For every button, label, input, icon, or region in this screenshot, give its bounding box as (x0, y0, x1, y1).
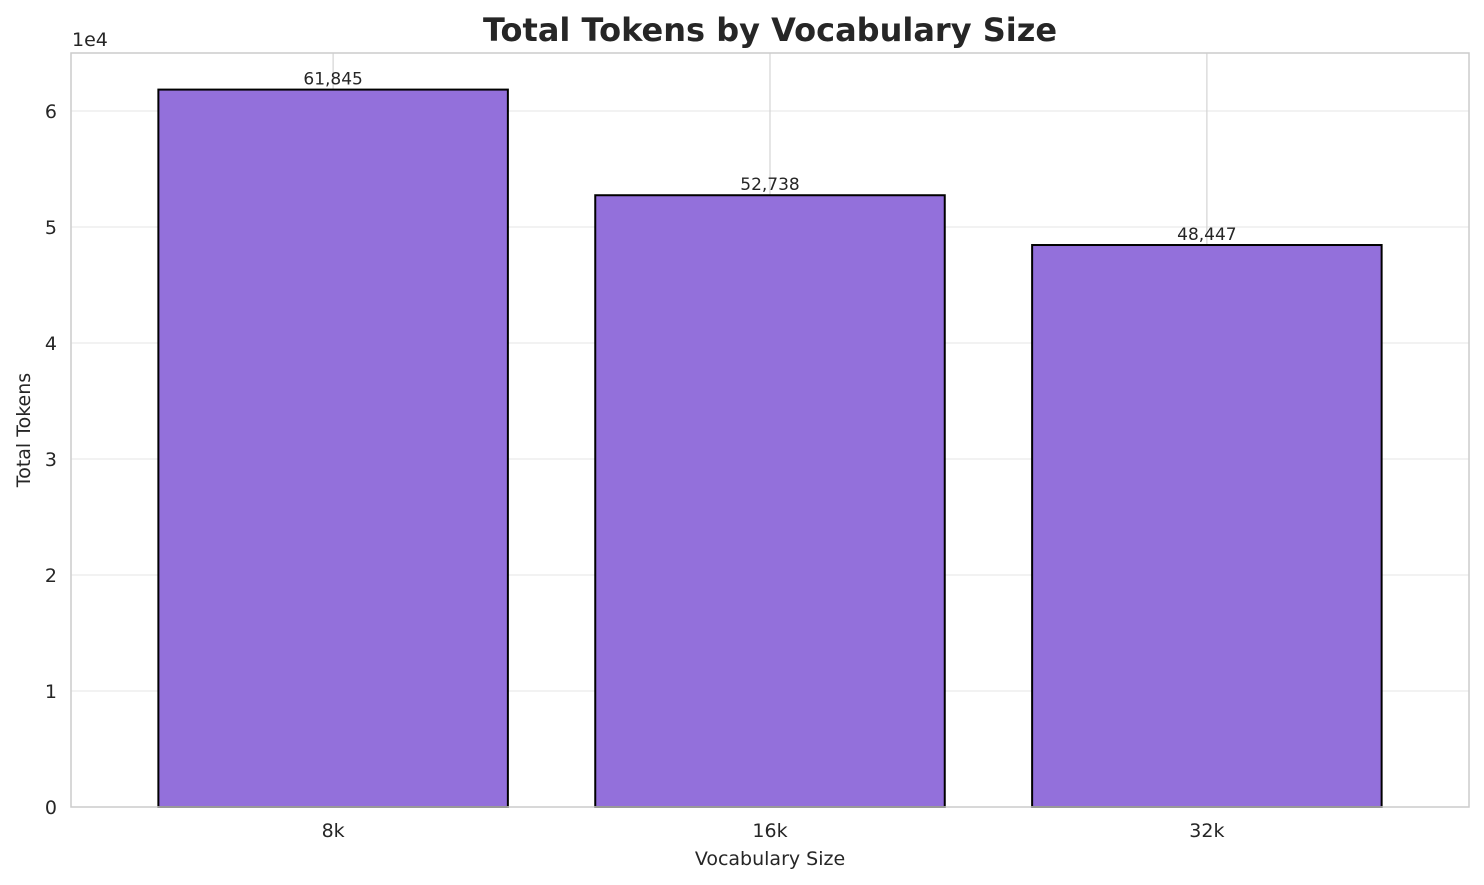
x-tick-label: 8k (322, 820, 345, 842)
y-axis-label: Total Tokens (13, 373, 35, 488)
value-labels: 61,845 52,738 48,447 (303, 70, 1236, 245)
plot-area-frame (70, 52, 1470, 808)
bar-16k (594, 194, 946, 808)
bar-32k (1031, 244, 1383, 809)
bars (157, 88, 1383, 809)
y-tick-label: 5 (45, 217, 57, 239)
y-tick-label: 0 (45, 797, 57, 819)
chart-title: Total Tokens by Vocabulary Size (483, 11, 1057, 49)
y-offset-label: 1e4 (72, 29, 108, 51)
x-tick-label: 16k (752, 820, 787, 842)
bar-8k (157, 88, 509, 808)
x-axis-ticks: 8k 16k 32k (322, 820, 1225, 842)
y-tick-label: 6 (45, 101, 57, 123)
bar-value-label: 48,447 (1177, 225, 1236, 245)
x-axis-label: Vocabulary Size (695, 848, 845, 870)
x-tick-label: 32k (1189, 820, 1224, 842)
bar-value-label: 52,738 (740, 175, 799, 195)
y-tick-label: 2 (45, 565, 57, 587)
bar-value-label: 61,845 (303, 70, 362, 90)
y-tick-label: 1 (45, 681, 57, 703)
y-tick-label: 3 (45, 449, 57, 471)
y-tick-label: 4 (45, 333, 57, 355)
y-axis-ticks: 0 1 2 3 4 5 6 (45, 101, 57, 819)
